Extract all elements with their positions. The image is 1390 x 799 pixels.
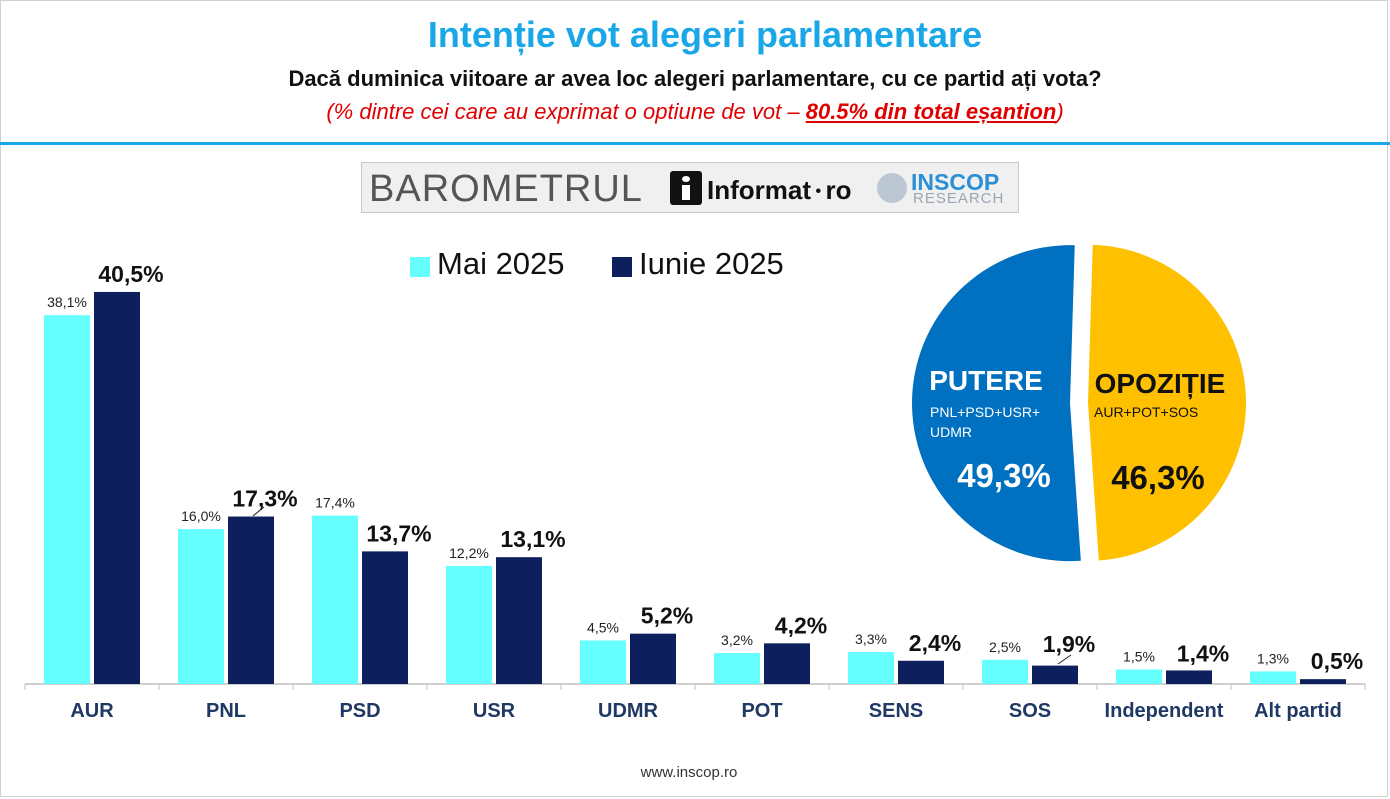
bar-mai-2025 xyxy=(44,315,90,684)
legend-swatch-iunie xyxy=(612,257,632,277)
pie-label-putere: PUTERE xyxy=(929,365,1043,396)
data-label-mai-2025: 1,5% xyxy=(1123,648,1155,664)
header-divider xyxy=(0,142,1390,145)
page-title: Intenție vot alegeri parlamentare xyxy=(427,14,983,55)
bar-iunie-2025 xyxy=(1032,665,1078,684)
sample-note-prefix: (% dintre cei care au exprimat o optiune… xyxy=(326,99,806,124)
bar-mai-2025 xyxy=(714,653,760,684)
bar-iunie-2025 xyxy=(1166,670,1212,684)
pie-sublabel-putere: UDMR xyxy=(930,424,972,440)
data-label-iunie-2025: 4,2% xyxy=(775,612,827,638)
informat-logo-domain: ro xyxy=(825,175,852,205)
sample-note: (% dintre cei care au exprimat o optiune… xyxy=(0,99,1390,125)
informat-logo: Informat • ro xyxy=(707,175,852,205)
data-label-iunie-2025: 13,1% xyxy=(500,526,565,552)
legend-swatch-mai xyxy=(410,257,430,277)
bar-mai-2025 xyxy=(1250,671,1296,684)
inscop-globe-icon xyxy=(877,173,907,203)
x-axis-tick-label: PSD xyxy=(339,700,380,722)
data-label-mai-2025: 16,0% xyxy=(181,508,221,524)
inscop-logo: INSCOP xyxy=(911,169,1000,195)
data-label-iunie-2025: 17,3% xyxy=(232,486,297,512)
x-axis-tick-label: UDMR xyxy=(598,700,659,722)
bar-iunie-2025 xyxy=(630,633,676,684)
bar-iunie-2025 xyxy=(228,516,274,684)
pie-sublabel-putere: PNL+PSD+USR+ xyxy=(930,404,1040,420)
data-label-mai-2025: 2,5% xyxy=(989,639,1021,655)
label-leader-line xyxy=(252,506,265,517)
bar-iunie-2025 xyxy=(94,291,140,684)
bar-iunie-2025 xyxy=(898,660,944,684)
x-axis-tick-label: AUR xyxy=(70,700,114,722)
data-label-iunie-2025: 1,4% xyxy=(1177,640,1229,666)
pie-sublabel-opozitie: AUR+POT+SOS xyxy=(1094,404,1198,420)
data-label-mai-2025: 38,1% xyxy=(47,294,87,310)
barometrul-logo: BAROMETRUL xyxy=(369,168,643,210)
x-axis-tick-label: Independent xyxy=(1105,700,1224,722)
bar-mai-2025 xyxy=(178,529,224,684)
data-label-mai-2025: 3,3% xyxy=(855,631,887,647)
x-axis-tick-label: SENS xyxy=(869,700,923,722)
partner-logos: BAROMETRUL Informat • ro INSCOP RESEARCH xyxy=(361,162,1019,213)
label-leader-line xyxy=(1057,654,1072,665)
data-label-mai-2025: 17,4% xyxy=(315,495,355,511)
pie-value-opozitie: 46,3% xyxy=(1111,459,1205,496)
bar-iunie-2025 xyxy=(764,643,810,684)
informat-logo-name: Informat xyxy=(707,175,811,205)
bar-mai-2025 xyxy=(312,515,358,684)
pie-slice-putere xyxy=(912,245,1081,562)
x-axis-tick-label: SOS xyxy=(1009,700,1051,722)
data-label-iunie-2025: 13,7% xyxy=(366,520,431,546)
footer-url: www.inscop.ro xyxy=(640,764,738,781)
bar-iunie-2025 xyxy=(1300,679,1346,684)
data-label-mai-2025: 1,3% xyxy=(1257,650,1289,666)
data-label-iunie-2025: 2,4% xyxy=(909,630,961,656)
pie-label-opozitie: OPOZIȚIE xyxy=(1095,368,1226,399)
sample-note-suffix: ) xyxy=(1056,99,1064,124)
sample-note-highlight: 80.5% din total eșantion xyxy=(805,99,1057,124)
bar-mai-2025 xyxy=(446,565,492,684)
data-label-mai-2025: 3,2% xyxy=(721,632,753,648)
data-label-iunie-2025: 1,9% xyxy=(1043,631,1095,657)
bar-mai-2025 xyxy=(580,640,626,684)
data-label-iunie-2025: 0,5% xyxy=(1311,648,1363,674)
pie-slice-opozitie xyxy=(1087,244,1246,561)
data-label-iunie-2025: 5,2% xyxy=(641,603,693,629)
info-icon xyxy=(670,171,702,205)
inscop-research-logo: RESEARCH xyxy=(913,190,1005,207)
legend-label-iunie: Iunie 2025 xyxy=(639,246,784,281)
x-axis-tick-label: USR xyxy=(473,700,516,722)
data-label-iunie-2025: 40,5% xyxy=(98,261,163,287)
pie-value-putere: 49,3% xyxy=(957,457,1051,494)
bar-iunie-2025 xyxy=(496,557,542,684)
bar-mai-2025 xyxy=(982,659,1028,684)
x-axis-tick-label: PNL xyxy=(206,700,246,722)
x-axis-tick-label: POT xyxy=(741,700,782,722)
x-axis-tick-label: Alt partid xyxy=(1254,700,1342,722)
legend-label-mai: Mai 2025 xyxy=(437,246,565,281)
bar-mai-2025 xyxy=(1116,669,1162,684)
data-label-mai-2025: 12,2% xyxy=(449,545,489,561)
bar-iunie-2025 xyxy=(362,551,408,684)
survey-question: Dacă duminica viitoare ar avea loc alege… xyxy=(288,66,1102,91)
bar-mai-2025 xyxy=(848,652,894,684)
data-label-mai-2025: 4,5% xyxy=(587,619,619,635)
